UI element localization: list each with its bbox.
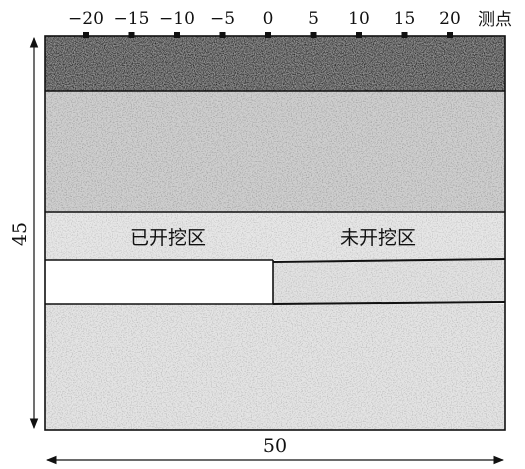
- width-dimension: 50: [45, 435, 505, 465]
- measure-points-title: 测点: [478, 10, 512, 30]
- middle-layer: [45, 212, 505, 260]
- upper-rock-layer: [45, 91, 505, 212]
- height-dimension: 45: [9, 36, 39, 430]
- measure-point-marker: [83, 32, 89, 38]
- measure-point-marker: [265, 32, 271, 38]
- bottom-layer: [45, 304, 505, 430]
- measure-points: −20 −15 −10 −5 0 5 10 15 20: [68, 9, 461, 38]
- measure-point-label: −10: [159, 9, 195, 29]
- measure-point-label: 0: [263, 9, 274, 29]
- width-dimension-label: 50: [263, 435, 287, 457]
- measure-point-label: −15: [114, 9, 150, 29]
- unexcavated-zone-label: 未开挖区: [340, 227, 416, 249]
- measure-point-label: 20: [439, 9, 461, 29]
- measure-point-marker: [310, 32, 317, 38]
- measure-point-marker: [401, 32, 408, 38]
- measure-point-marker: [219, 32, 226, 38]
- measure-point-marker: [174, 32, 180, 38]
- measure-point-marker: [356, 32, 362, 38]
- measure-point-label: 10: [348, 9, 370, 29]
- measure-point-label: −5: [210, 9, 235, 29]
- height-dimension-label: 45: [9, 222, 31, 246]
- measure-point-marker: [447, 32, 453, 38]
- measure-point-label: 5: [308, 9, 319, 29]
- excavated-void: [45, 260, 273, 304]
- measure-point-label: 15: [394, 9, 416, 29]
- measure-point-label: −20: [68, 9, 104, 29]
- excavated-zone-label: 已开挖区: [130, 227, 206, 249]
- measure-point-marker: [128, 32, 135, 38]
- layer-boundaries: [44, 35, 506, 431]
- topsoil-layer: [45, 36, 505, 91]
- unexcavated-block: [273, 259, 505, 304]
